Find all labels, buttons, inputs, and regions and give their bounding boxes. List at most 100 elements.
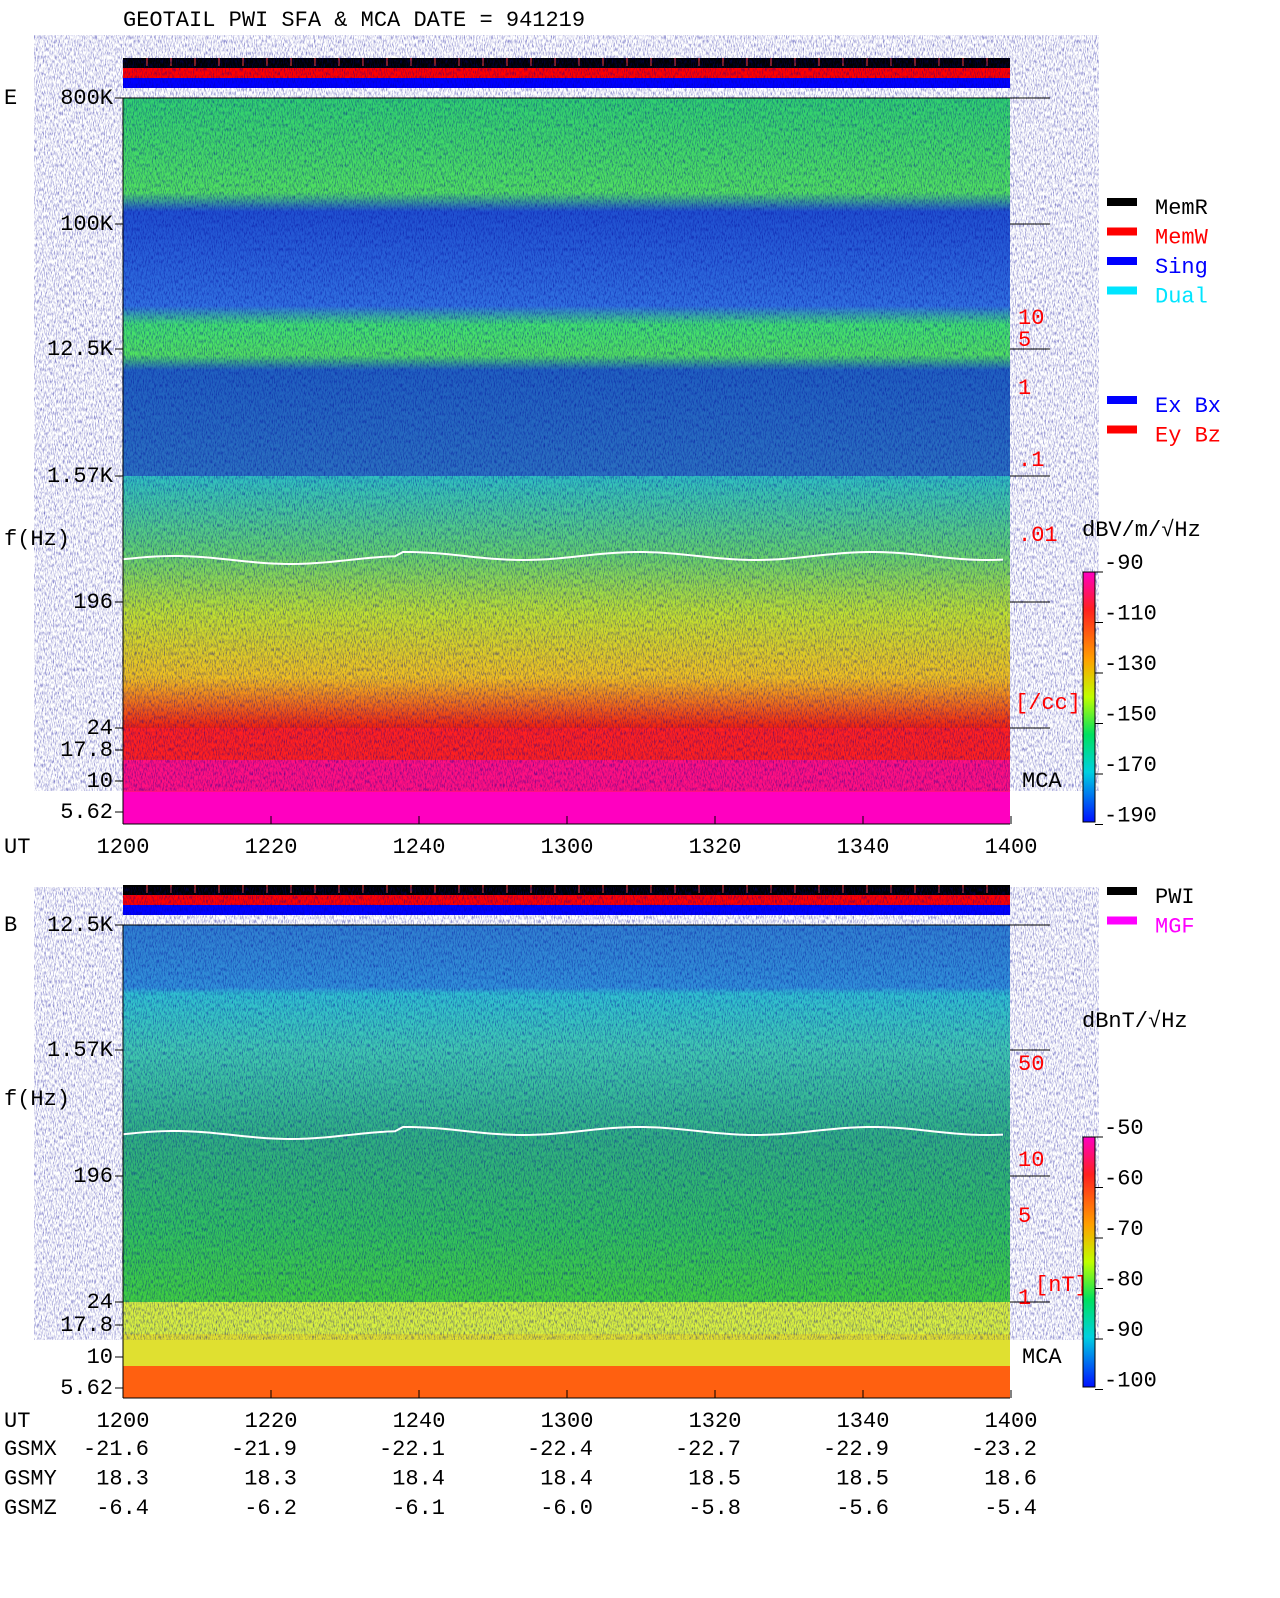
orbit-value: 18.3 xyxy=(96,1466,149,1491)
time-label: 1340 xyxy=(837,1409,890,1434)
orbit-value: 18.6 xyxy=(984,1466,1037,1491)
freq-label: 5.62 xyxy=(60,1376,113,1401)
orbit-value: 18.4 xyxy=(540,1466,593,1491)
legend-label: Ex Bx xyxy=(1155,394,1221,419)
orbit-value: -5.8 xyxy=(688,1496,741,1521)
orbit-label: GSMY xyxy=(4,1466,57,1491)
scale-label: 50 xyxy=(1018,1052,1044,1077)
colorbar-label: -90 xyxy=(1104,1318,1144,1343)
scale-label: .1 xyxy=(1018,448,1044,473)
freq-label: 196 xyxy=(73,590,113,615)
scale-unit: [/cc] xyxy=(1015,691,1081,716)
time-label: 1240 xyxy=(393,835,446,860)
mode-bar xyxy=(123,68,1010,78)
orbit-value: 18.5 xyxy=(836,1466,889,1491)
colorbar-label: -90 xyxy=(1104,551,1144,576)
orbit-value: -22.1 xyxy=(379,1437,445,1462)
legend-swatch xyxy=(1107,887,1137,895)
scale-label: 10 xyxy=(1018,306,1044,331)
freq-label: 10 xyxy=(87,1345,113,1370)
legend-label: PWI xyxy=(1155,885,1195,910)
legend-swatch xyxy=(1107,227,1137,236)
freq-label: 800K xyxy=(60,86,114,111)
orbit-value: -5.4 xyxy=(984,1496,1037,1521)
time-label: 1400 xyxy=(985,1409,1038,1434)
orbit-value: -22.9 xyxy=(823,1437,889,1462)
spectrogram-noise xyxy=(123,925,1010,1302)
scale-label: 5 xyxy=(1018,328,1031,353)
time-label: 1320 xyxy=(689,835,742,860)
orbit-value: -6.2 xyxy=(244,1496,297,1521)
mca-label: MCA xyxy=(1022,1345,1062,1370)
orbit-value: 18.3 xyxy=(244,1466,297,1491)
mca-label: MCA xyxy=(1022,769,1062,794)
legend-label: Ey Bz xyxy=(1155,423,1221,448)
freq-label: 1.57K xyxy=(47,1038,114,1063)
y-axis-label: f(Hz) xyxy=(4,527,70,552)
orbit-value: -22.7 xyxy=(675,1437,741,1462)
orbit-label: GSMZ xyxy=(4,1496,57,1521)
orbit-value: -22.4 xyxy=(527,1437,593,1462)
colorbar-label: -80 xyxy=(1104,1267,1144,1292)
mode-bar xyxy=(123,895,1010,905)
freq-label: 24 xyxy=(87,716,113,741)
freq-label: 100K xyxy=(60,212,114,237)
colorbar-label: -60 xyxy=(1104,1166,1144,1191)
colorbar-label: -190 xyxy=(1104,803,1157,828)
legend-swatch xyxy=(1107,257,1137,265)
orbit-value: -5.6 xyxy=(836,1496,889,1521)
mode-bar xyxy=(123,905,1010,915)
scale-label: .01 xyxy=(1018,523,1058,548)
time-label: 1220 xyxy=(245,1409,298,1434)
time-label: 1300 xyxy=(541,835,594,860)
y-axis-label: f(Hz) xyxy=(4,1087,70,1112)
colorbar xyxy=(1082,1136,1096,1388)
title: GEOTAIL PWI SFA & MCA DATE = 941219 xyxy=(123,8,585,33)
mode-bar xyxy=(123,885,1010,895)
mode-bar xyxy=(123,58,1010,68)
colorbar-label: -170 xyxy=(1104,753,1157,778)
time-label: 1340 xyxy=(837,835,890,860)
legend-swatch xyxy=(1107,198,1137,206)
time-axis-label: UT xyxy=(4,1409,30,1434)
scale-unit: [nT] xyxy=(1035,1273,1088,1298)
time-label: 1220 xyxy=(245,835,298,860)
freq-label: 196 xyxy=(73,1164,113,1189)
orbit-value: -21.9 xyxy=(231,1437,297,1462)
colorbar-unit: dBV/m/√Hz xyxy=(1082,518,1201,543)
colorbar-label: -70 xyxy=(1104,1217,1144,1242)
density-trace xyxy=(122,1126,1004,1140)
colorbar-label: -110 xyxy=(1104,601,1157,626)
colorbar xyxy=(1082,571,1096,823)
scale-label: 5 xyxy=(1018,1204,1031,1229)
time-label: 1400 xyxy=(985,835,1038,860)
scale-label: 1 xyxy=(1018,376,1031,401)
freq-label: 24 xyxy=(87,1290,113,1315)
mca-band xyxy=(123,728,1010,760)
orbit-value: 18.4 xyxy=(392,1466,445,1491)
orbit-value: -23.2 xyxy=(971,1437,1037,1462)
freq-label: 10 xyxy=(87,769,113,794)
component-label: B xyxy=(4,913,17,938)
orbit-value: -6.4 xyxy=(96,1496,149,1521)
orbit-value: 18.5 xyxy=(688,1466,741,1491)
orbit-value: -6.1 xyxy=(392,1496,445,1521)
mode-bar xyxy=(123,78,1010,88)
time-label: 1320 xyxy=(689,1409,742,1434)
time-label: 1240 xyxy=(393,1409,446,1434)
legend-swatch xyxy=(1107,916,1137,925)
mca-band xyxy=(123,1302,1010,1334)
time-axis-label: UT xyxy=(4,835,30,860)
time-label: 1200 xyxy=(97,835,150,860)
freq-label: 12.5K xyxy=(47,337,114,362)
orbit-value: -6.0 xyxy=(540,1496,593,1521)
legend-label: Sing xyxy=(1155,255,1208,280)
colorbar-label: -130 xyxy=(1104,652,1157,677)
mca-band xyxy=(123,760,1010,792)
freq-label: 17.8 xyxy=(60,738,113,763)
scale-label: 1 xyxy=(1018,1286,1031,1311)
orbit-label: GSMX xyxy=(4,1437,57,1462)
colorbar-unit: dBnT/√Hz xyxy=(1082,1009,1188,1034)
freq-label: 5.62 xyxy=(60,800,113,825)
